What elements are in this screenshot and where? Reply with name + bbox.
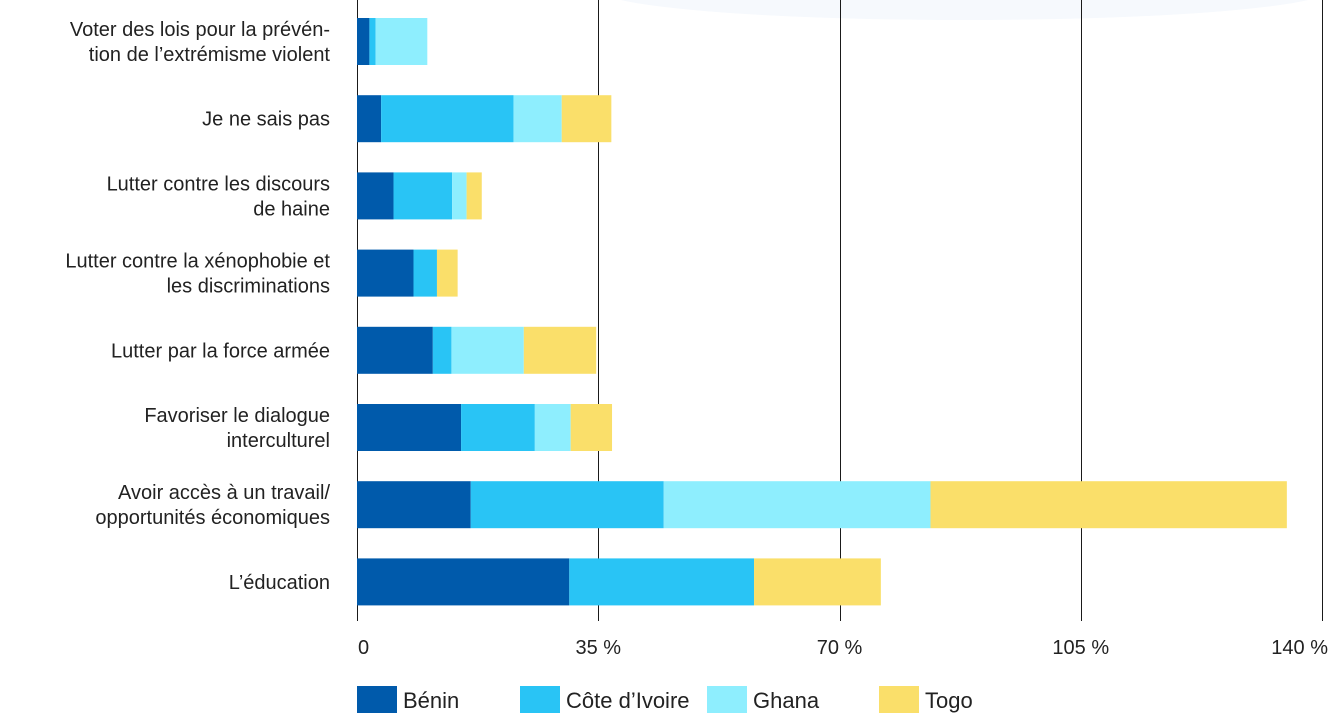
x-tick-label: 140 % [1271, 637, 1328, 659]
category-label: Lutter contre la xénophobie et [65, 251, 330, 273]
category-label: Favoriser le dialogue [144, 405, 330, 427]
bar-segment [466, 172, 482, 220]
bar-segment [523, 326, 597, 374]
bar-segment [357, 481, 471, 529]
bar-segment [436, 249, 458, 297]
category-label: Je ne sais pas [202, 109, 330, 131]
bar-segment [534, 404, 571, 451]
x-tick-label: 105 % [1052, 637, 1109, 659]
bar-segment [470, 481, 664, 529]
legend-label: Côte d’Ivoire [566, 688, 690, 713]
bar-segment [357, 18, 370, 65]
bar-segment [357, 95, 382, 143]
bar-segment [569, 558, 755, 606]
category-label: L’éducation [229, 572, 330, 594]
legend-label: Bénin [403, 688, 459, 713]
bar-segment [451, 326, 524, 374]
background-decoration [600, 0, 1329, 20]
bar-segment [561, 95, 612, 143]
legend-swatch [707, 686, 747, 713]
bar-segment [930, 481, 1287, 529]
x-tick-label: 70 % [817, 637, 863, 659]
legend-label: Togo [925, 688, 973, 713]
bar-segment [357, 326, 433, 374]
category-label: les discriminations [167, 276, 330, 298]
bar-segment [461, 404, 535, 451]
x-tick-label: 0 [358, 637, 369, 659]
bar-segment [413, 249, 437, 297]
bar-segment [381, 95, 514, 143]
category-label: interculturel [227, 430, 330, 452]
bar-segment [357, 404, 462, 451]
legend-swatch [520, 686, 560, 713]
category-label: tion de l’extrémisme violent [89, 44, 331, 66]
bar-segment [754, 558, 881, 606]
legend-swatch [357, 686, 397, 713]
category-label: opportunités économiques [95, 507, 330, 529]
bar-segment [369, 18, 376, 65]
bar-segment [375, 18, 428, 65]
category-label: Avoir accès à un travail/ [118, 482, 330, 504]
bar-segment [570, 404, 613, 451]
bar-segment [432, 326, 452, 374]
bar-segment [513, 95, 562, 143]
category-label: Voter des lois pour la prévén- [70, 19, 330, 41]
legend-label: Ghana [753, 688, 820, 713]
category-label: de haine [253, 198, 330, 220]
bar-segment [357, 172, 394, 220]
category-label: Lutter contre les discours [107, 173, 330, 195]
legend-swatch [879, 686, 919, 713]
bar-segment [452, 172, 467, 220]
category-label: Lutter par la force armée [111, 340, 330, 362]
x-tick-label: 35 % [575, 637, 621, 659]
bar-segment [663, 481, 931, 529]
bar-segment [357, 558, 570, 606]
bar-segment [393, 172, 453, 220]
bar-segment [357, 249, 414, 297]
